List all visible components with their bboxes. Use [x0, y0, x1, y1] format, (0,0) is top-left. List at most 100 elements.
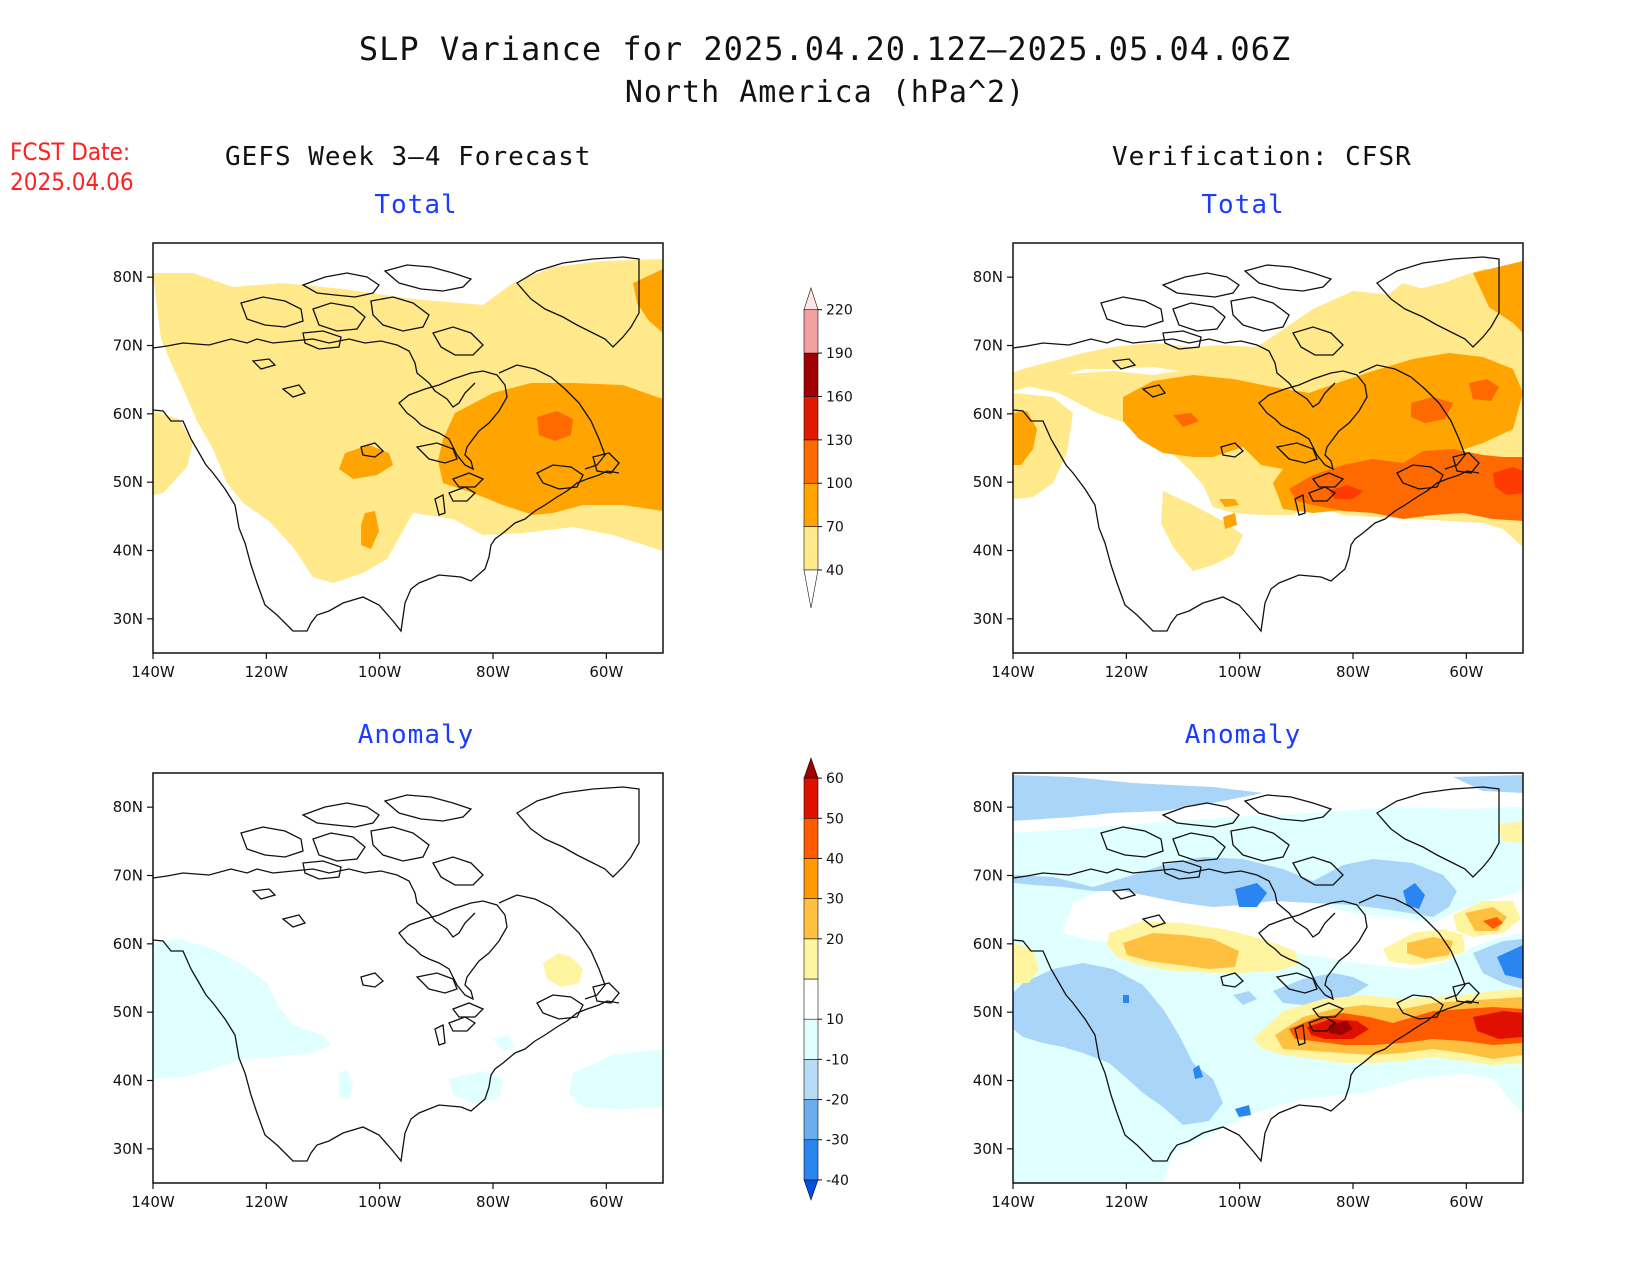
- lat-tick-label: 40N: [973, 1072, 1003, 1090]
- lat-tick-label: 60N: [113, 935, 143, 953]
- lon-tick-label: 80W: [476, 1193, 510, 1211]
- colorbar-label: 20: [826, 932, 844, 948]
- lat-tick-label: 50N: [973, 473, 1003, 491]
- lat-tick-label: 60N: [973, 935, 1003, 953]
- lat-tick-label: 60N: [973, 405, 1003, 423]
- lon-tick-label: 60W: [589, 1193, 623, 1211]
- contour-anom-neg-30-40: [1235, 883, 1267, 907]
- colorbar-segment: [803, 482, 819, 527]
- lon-tick-label: 100W: [358, 1193, 402, 1211]
- lat-tick-label: 50N: [113, 473, 143, 491]
- colorbar-segment: [803, 898, 819, 940]
- map-forecast-total: [152, 242, 664, 654]
- colorbar-segment: [803, 757, 819, 779]
- colorbar-label: 70: [826, 520, 844, 536]
- colorbar-segment: [803, 569, 819, 609]
- colorbar-label: 40: [826, 563, 844, 579]
- lat-tick-label: 70N: [113, 337, 143, 355]
- figure-subtitle: North America (hPa^2): [624, 75, 1026, 110]
- colorbar-segment: [803, 1059, 819, 1100]
- colorbar-segment: [803, 858, 819, 899]
- colorbar-segment: [803, 1099, 819, 1141]
- panel-title-forecast-total: Total: [374, 190, 458, 220]
- lon-tick-label: 60W: [589, 663, 623, 681]
- colorbar-label: 10: [826, 1012, 844, 1028]
- map-verification-anomaly: [1012, 772, 1524, 1184]
- lon-tick-label: 120W: [245, 663, 289, 681]
- colorbar-segment: [803, 287, 819, 310]
- colorbar-segment: [803, 526, 819, 571]
- lon-tick-label: 140W: [131, 1193, 175, 1211]
- lat-tick-label: 60N: [113, 405, 143, 423]
- lat-tick-label: 50N: [113, 1003, 143, 1021]
- panel-title-forecast-anomaly: Anomaly: [357, 720, 475, 750]
- colorbar-segment: [803, 978, 819, 1020]
- colorbar-label: -30: [826, 1133, 849, 1149]
- colorbar-label: 40: [826, 851, 844, 867]
- lat-tick-label: 40N: [973, 542, 1003, 560]
- lat-tick-label: 50N: [973, 1003, 1003, 1021]
- colorbar-label: 30: [826, 892, 844, 908]
- contour-anom-neg-10-20: [153, 939, 331, 1079]
- lat-tick-label: 80N: [113, 268, 143, 286]
- colorbar-segment: [803, 352, 819, 397]
- column-title-cfsr: Verification: CFSR: [1112, 142, 1412, 172]
- forecast-date-value: 2025.04.06: [10, 168, 134, 196]
- panel-title-verification-anomaly: Anomaly: [1184, 720, 1302, 750]
- lat-tick-label: 80N: [113, 798, 143, 816]
- colorbar-label: 100: [826, 476, 853, 492]
- lon-tick-label: 120W: [1105, 1193, 1149, 1211]
- figure-title: SLP Variance for 2025.04.20.12Z–2025.05.…: [358, 30, 1292, 68]
- lat-tick-label: 40N: [113, 1072, 143, 1090]
- colorbar-segment: [803, 1179, 819, 1201]
- lon-tick-label: 80W: [476, 663, 510, 681]
- colorbar-segment: [803, 309, 819, 354]
- lat-tick-label: 70N: [113, 867, 143, 885]
- colorbar-anomaly: -40 -30 -20 -10 10 20 30 40 50 60: [803, 757, 849, 1201]
- lon-tick-label: 120W: [1105, 663, 1149, 681]
- lat-tick-label: 70N: [973, 867, 1003, 885]
- colorbar-label: 190: [826, 346, 853, 362]
- colorbar-label: 50: [826, 811, 844, 827]
- colorbar-label: 130: [826, 433, 853, 449]
- lat-tick-label: 30N: [113, 1140, 143, 1158]
- colorbar-total: 40 70 100 130 160 190 220: [803, 287, 853, 609]
- lon-tick-label: 100W: [358, 663, 402, 681]
- lon-tick-label: 100W: [1218, 1193, 1262, 1211]
- map-forecast-anomaly: [152, 772, 664, 1184]
- colorbar-segment: [803, 439, 819, 484]
- colorbar-label: -10: [826, 1052, 849, 1068]
- lon-tick-label: 140W: [991, 663, 1035, 681]
- panel-title-verification-total: Total: [1201, 190, 1285, 220]
- colorbar-label: 160: [826, 389, 853, 405]
- colorbar-label: -20: [826, 1093, 849, 1109]
- lon-tick-label: 80W: [1336, 1193, 1370, 1211]
- colorbar-segment: [803, 777, 819, 819]
- lon-tick-label: 60W: [1449, 1193, 1483, 1211]
- map-verification-total: [1012, 242, 1524, 654]
- colorbar-segment: [803, 1139, 819, 1181]
- forecast-date-label: FCST Date:: [10, 138, 131, 166]
- lat-tick-label: 30N: [973, 1140, 1003, 1158]
- lat-tick-label: 80N: [973, 798, 1003, 816]
- lon-tick-label: 120W: [245, 1193, 289, 1211]
- colorbar-label: 220: [826, 303, 853, 319]
- lat-tick-label: 70N: [973, 337, 1003, 355]
- colorbar-segment: [803, 938, 819, 980]
- lat-tick-label: 80N: [973, 268, 1003, 286]
- lon-tick-label: 60W: [1449, 663, 1483, 681]
- colorbar-label: 60: [826, 771, 844, 787]
- colorbar-segment: [803, 396, 819, 441]
- lat-tick-label: 30N: [973, 610, 1003, 628]
- lon-tick-label: 100W: [1218, 663, 1262, 681]
- colorbar-label: -40: [826, 1173, 849, 1189]
- contour-total-100-130: [537, 411, 573, 441]
- contour-anom-pos-10-20: [543, 953, 583, 987]
- lon-tick-label: 140W: [991, 1193, 1035, 1211]
- lat-tick-label: 40N: [113, 542, 143, 560]
- lon-tick-label: 140W: [131, 663, 175, 681]
- column-title-gefs: GEFS Week 3–4 Forecast: [225, 142, 592, 172]
- colorbar-segment: [803, 817, 819, 859]
- lat-tick-label: 30N: [113, 610, 143, 628]
